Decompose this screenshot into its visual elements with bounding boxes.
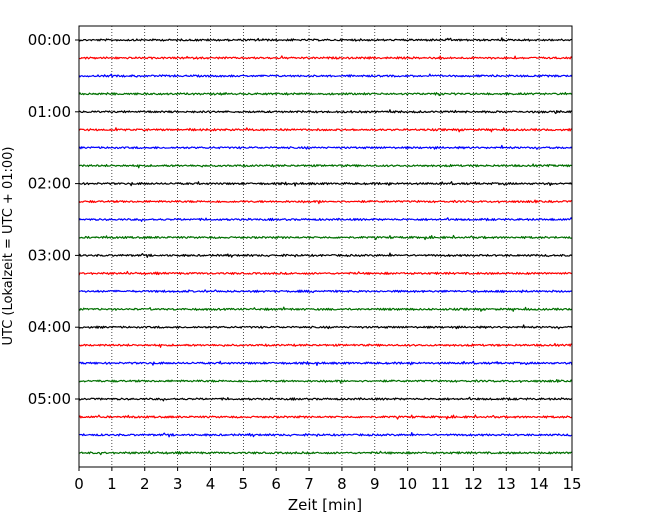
- trace-line: [78, 306, 573, 312]
- trace-line: [78, 55, 573, 60]
- trace-line: [78, 324, 573, 330]
- y-tick-label: 04:00: [28, 318, 71, 336]
- x-tick-label: 4: [206, 475, 216, 493]
- trace-line: [78, 181, 573, 187]
- trace-line: [78, 37, 573, 42]
- y-tick-label: 02:00: [28, 175, 71, 193]
- trace-line: [78, 91, 573, 97]
- plot-frame: [78, 25, 573, 468]
- trace-line: [78, 396, 573, 402]
- x-tick-label: 9: [370, 475, 380, 493]
- trace-line: [78, 432, 573, 438]
- x-tick-label: 7: [304, 475, 314, 493]
- trace-line: [78, 234, 573, 241]
- trace-line: [78, 199, 573, 205]
- y-tick-label: 01:00: [28, 103, 71, 121]
- trace-line: [78, 378, 573, 384]
- trace-line: [78, 163, 573, 169]
- trace-line: [78, 127, 573, 133]
- x-tick-label: 2: [140, 475, 150, 493]
- trace-line: [78, 270, 573, 276]
- trace-line: [78, 252, 573, 258]
- plot-background: [79, 26, 572, 467]
- x-tick-label: 3: [173, 475, 183, 493]
- trace-line: [78, 360, 573, 366]
- x-tick-label: 6: [271, 475, 281, 493]
- x-tick-label: 11: [431, 475, 450, 493]
- x-axis-label: Zeit [min]: [288, 496, 362, 514]
- x-tick-label: 12: [464, 475, 483, 493]
- y-tick-label: 03:00: [28, 246, 71, 264]
- trace-line: [78, 73, 573, 78]
- x-tick-label: 0: [74, 475, 84, 493]
- y-axis-ticks: 00:00 01:00 02:00 03:00 04:00 05:00: [28, 31, 79, 408]
- trace-line: [78, 414, 573, 420]
- x-tick-label: 10: [398, 475, 417, 493]
- trace-line: [78, 450, 573, 456]
- x-tick-label: 5: [239, 475, 249, 493]
- x-tick-label: 15: [562, 475, 581, 493]
- trace-line: [78, 289, 573, 294]
- y-axis-label: UTC (Lokalzeit = UTC + 01:00): [1, 147, 16, 346]
- trace-line: [78, 144, 573, 150]
- x-tick-label: 13: [497, 475, 516, 493]
- y-tick-label: 05:00: [28, 390, 71, 408]
- trace-line: [78, 217, 573, 222]
- trace-line: [78, 109, 573, 115]
- x-axis-ticks: 0 1 2 3 4 5 6 7 8 9 10 11 12 13 14 15: [74, 467, 582, 493]
- trace-line: [78, 342, 573, 348]
- seismogram-traces: [78, 37, 573, 456]
- x-tick-label: 1: [107, 475, 117, 493]
- x-tick-label: 14: [530, 475, 549, 493]
- x-tick-label: 8: [337, 475, 347, 493]
- y-tick-label: 00:00: [28, 31, 71, 49]
